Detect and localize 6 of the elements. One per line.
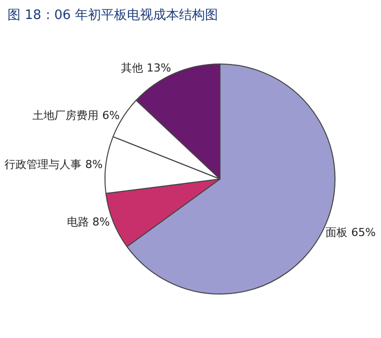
slice-label: 面板 65% [326,226,376,240]
slice-label: 电路 8% [66,216,110,229]
chart-title: 图 18：06 年初平板电视成本结构图 [8,8,218,24]
slice-label: 其他 13% [121,61,172,74]
slice-label: 土地厂房费用 6% [32,109,120,122]
slice-label: 行政管理与人事 8% [4,158,103,171]
